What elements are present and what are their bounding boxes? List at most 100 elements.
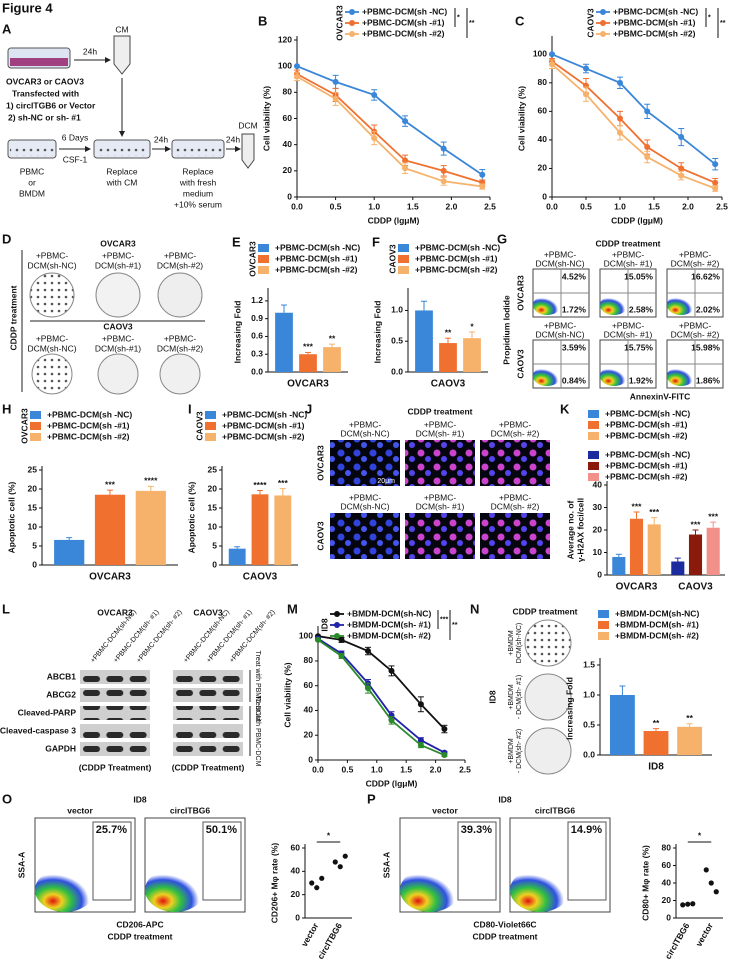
- legend-swatch: [334, 622, 340, 628]
- bar: [609, 695, 635, 755]
- legend-label: +PBMC-DCM(sh -#1): [275, 253, 358, 263]
- legend-title: OVCAR3: [19, 408, 29, 444]
- significance: ***: [649, 507, 660, 517]
- label: ID8: [133, 794, 147, 804]
- label: DCM(sh-NC): [340, 501, 389, 511]
- y-tick-label: 40: [662, 877, 672, 887]
- series-line: [317, 639, 445, 756]
- panel-label: C: [515, 13, 525, 28]
- point: [617, 79, 623, 86]
- panel-a: A 24h CM OVCAR3 or CAOV3 Transfected wit…: [2, 21, 258, 209]
- panel-j: J CDDP treatment +PBMC- DCM(sh-NC) +PBMC…: [305, 401, 550, 559]
- y-tick-label: 60: [304, 680, 314, 690]
- y-tick-label: 0.0: [251, 366, 263, 376]
- point: [440, 167, 447, 174]
- blot: [80, 670, 150, 684]
- y-tick-label: 0.0: [583, 749, 595, 759]
- legend-label: +PBMC-DCM(sh -#2): [275, 264, 358, 274]
- label: 24h: [226, 134, 240, 144]
- label: +PBMC-: [102, 333, 135, 343]
- y-tick-label: 20: [538, 163, 548, 173]
- bar: [94, 494, 126, 565]
- colony-dish: [97, 353, 139, 395]
- label: +PBMC-: [349, 492, 382, 502]
- bar: [439, 343, 457, 372]
- label: Treat with PBMC-DCM: [254, 651, 261, 722]
- significance: **: [653, 718, 660, 728]
- legend-label: +PBMC-DCM(sh -#2): [415, 264, 498, 274]
- legend-swatch: [205, 433, 216, 441]
- y-tick-label: 0: [32, 559, 37, 569]
- y-axis-title: Apoptotic cell (%): [6, 481, 16, 553]
- point: [342, 853, 348, 859]
- label: SSA-A: [16, 852, 26, 878]
- label: (CDDP Treatment): [79, 762, 152, 772]
- series-line: [551, 63, 716, 190]
- point: [441, 752, 448, 759]
- y-axis-title: Increasing Fold: [232, 301, 242, 364]
- legend-title: CAOV3: [194, 411, 204, 441]
- panel-n-images: CDDP treatment +BMDM DCM(sh-NC) +BMDM - …: [487, 606, 578, 775]
- significance: ***: [303, 342, 314, 352]
- x-tick-label: 1.5: [400, 764, 412, 774]
- significance: **: [329, 333, 336, 343]
- x-tick-label: ID8: [648, 762, 664, 773]
- y-tick-label: 1.0: [391, 305, 403, 315]
- legend-swatch: [598, 610, 609, 618]
- y-tick-label: 80: [283, 87, 293, 97]
- label: OVCAR3 or CAOV3: [6, 76, 84, 86]
- point: [708, 880, 714, 886]
- point: [583, 91, 589, 98]
- y-tick-label: 25: [208, 464, 218, 474]
- label: vector: [432, 805, 458, 815]
- point: [332, 95, 339, 102]
- legend-label: +PBMC-DCM(sh -#2): [605, 471, 688, 481]
- panel-label: H: [2, 401, 11, 416]
- y-tick-label: 80: [538, 77, 548, 87]
- legend-label: +PBMC-DCM(sh -NC): [362, 6, 447, 16]
- x-tick-label: 1.5: [407, 201, 419, 211]
- label: - DCM(sh- #1): [516, 675, 523, 719]
- label: +BMDM: [508, 684, 515, 710]
- x-tick-label: CAOV3: [243, 572, 278, 583]
- point: [644, 108, 651, 115]
- panel-label: E: [232, 234, 241, 249]
- label: CD80-Violet66C: [473, 919, 536, 929]
- label: CDDP treatment: [472, 931, 537, 941]
- point: [417, 742, 424, 749]
- point: [319, 875, 325, 881]
- label: 1) circITGB6 or Vector: [6, 100, 96, 110]
- label: +10% serum: [174, 199, 222, 209]
- legend-swatch: [588, 410, 599, 418]
- label: CSF-1: [63, 154, 88, 164]
- legend-swatch: [258, 255, 269, 263]
- y-axis-title: Cell viability (%): [261, 86, 271, 151]
- colony-dish: [95, 272, 141, 318]
- point: [332, 78, 339, 85]
- legend-label: +BMDM-DCM(sh- #2): [347, 630, 431, 640]
- label: CDDP treatment: [8, 285, 18, 350]
- bar: [274, 495, 292, 565]
- label: DCM(sh- #2): [671, 258, 720, 268]
- bar: [629, 518, 644, 575]
- legend-swatch: [588, 432, 599, 440]
- label: DCM: [238, 120, 257, 130]
- quadrant-label: 1.72%: [562, 304, 587, 314]
- y-tick-label: 60: [283, 113, 293, 123]
- point: [644, 144, 651, 151]
- label: PBMC: [20, 166, 45, 176]
- quadrant-label: 15.75%: [624, 342, 653, 352]
- micrograph: [330, 440, 400, 486]
- significance: *: [457, 14, 460, 21]
- y-tick-label: 0.5: [391, 335, 403, 345]
- legend-label: +PBMC-DCM(sh -#2): [222, 431, 305, 441]
- y-axis-title: Increasing Fold: [372, 301, 382, 364]
- quadrant-label: 1.92%: [629, 375, 654, 385]
- y-tick-label: 0.9: [251, 313, 263, 323]
- y-tick-label: 0: [295, 912, 300, 922]
- y-tick-label: 0: [597, 569, 602, 579]
- y-tick-label: 0.6: [251, 331, 263, 341]
- gate: [92, 821, 132, 901]
- label: CDDP treatment: [107, 931, 172, 941]
